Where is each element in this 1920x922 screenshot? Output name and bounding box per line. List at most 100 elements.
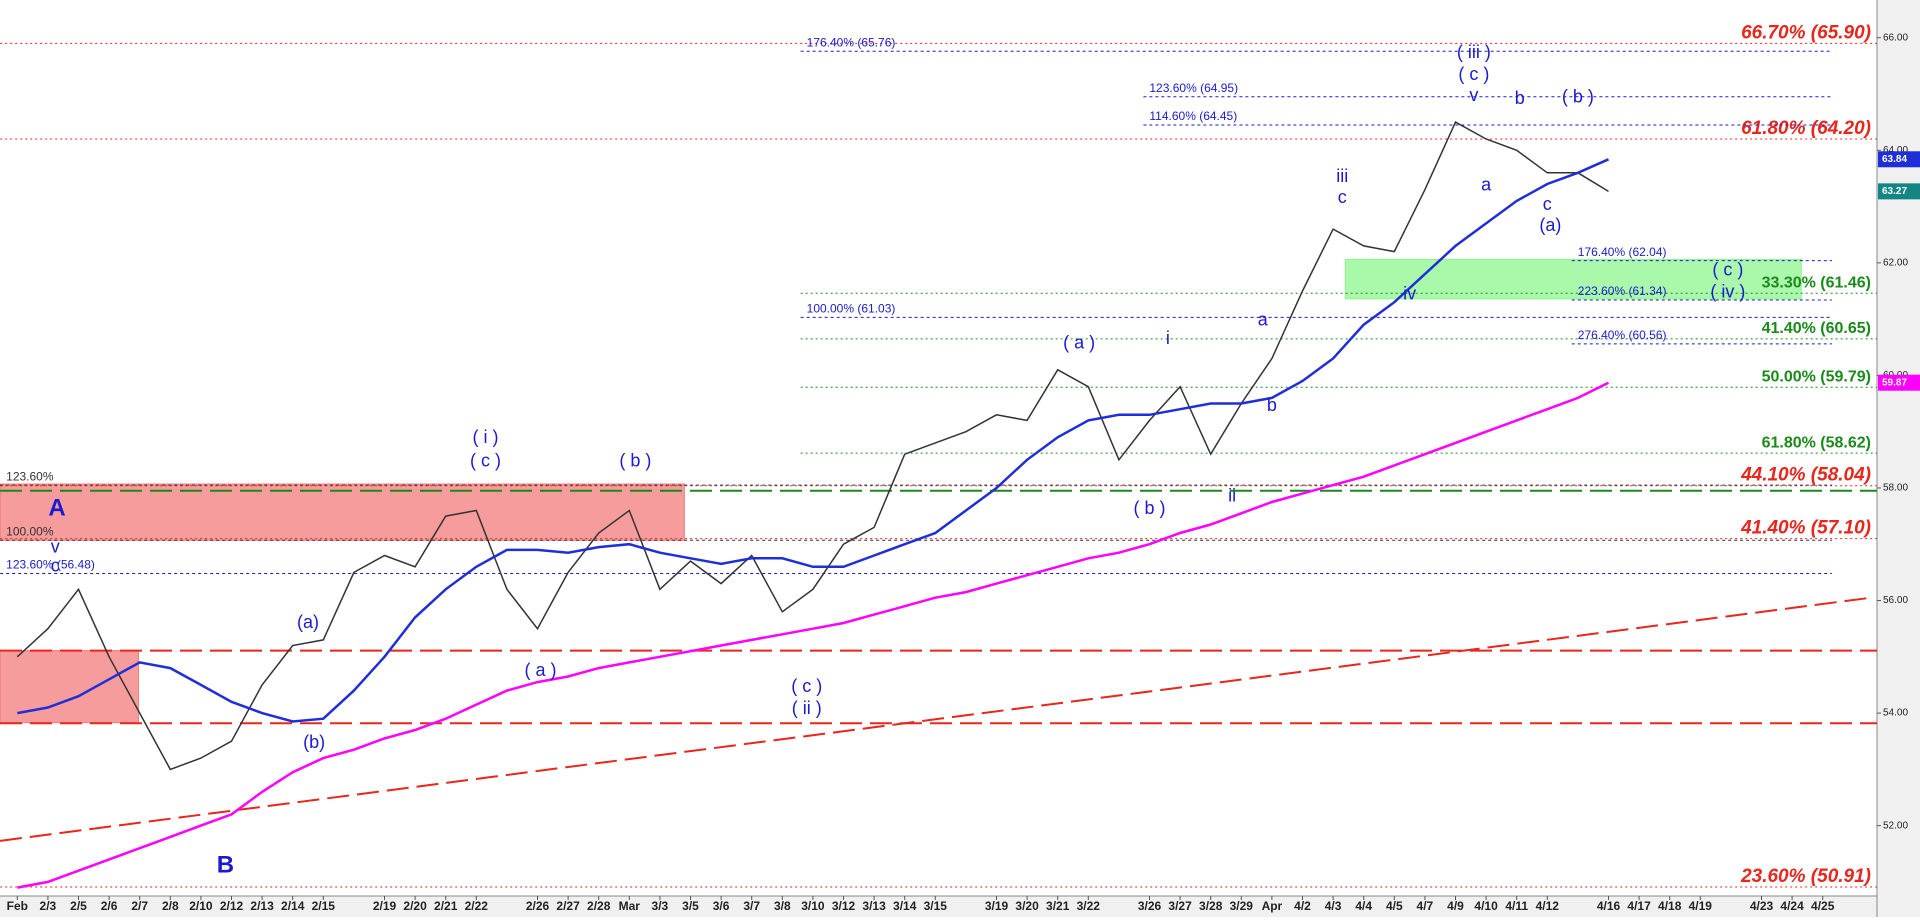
series-line [17, 158, 1610, 723]
x-tick-label: 4/16 [1597, 899, 1621, 913]
x-axis-panel [0, 896, 1877, 917]
x-tick-label: 2/13 [250, 899, 274, 913]
plot-area [0, 0, 1877, 896]
level-label: 41.40% (60.65) [1762, 320, 1871, 337]
level-label: 66.70% (65.90) [1741, 22, 1871, 43]
x-tick-label: Apr [1262, 899, 1283, 913]
x-tick-label: 4/23 [1750, 899, 1774, 913]
x-tick-label: 2/26 [526, 899, 550, 913]
wave-label: ( iv ) [1710, 281, 1745, 301]
wave-label: ( a ) [525, 660, 557, 680]
x-tick-label: 3/7 [743, 899, 760, 913]
wave-label: c [1543, 194, 1552, 214]
y-tick-label: 66.00 [1883, 32, 1908, 43]
x-tick-label: 2/5 [70, 899, 87, 913]
x-tick-label: 4/24 [1780, 899, 1804, 913]
y-tick-label: 56.00 [1883, 595, 1908, 606]
wave-label: ( ii ) [792, 698, 822, 718]
x-tick-label: 3/19 [985, 899, 1009, 913]
wave-label: a [1258, 310, 1269, 330]
series-line [16, 121, 1609, 771]
level-label: 100.00% [6, 524, 54, 538]
wave-label: ( c ) [1712, 259, 1743, 279]
wave-label: ( a ) [1063, 333, 1095, 353]
x-tick-label: 2/27 [556, 899, 580, 913]
level-label: 61.80% (58.62) [1762, 434, 1871, 451]
wave-label: b [1515, 88, 1525, 108]
x-tick-label: 4/12 [1536, 899, 1560, 913]
wave-label: ii [1228, 486, 1236, 506]
level-label: 44.10% (58.04) [1740, 465, 1871, 486]
price-tag-label: 63.84 [1882, 154, 1907, 165]
wave-label: a [1481, 174, 1492, 194]
wave-label: iv [1403, 284, 1416, 304]
x-tick-label: 4/9 [1447, 899, 1464, 913]
wave-label: ( c ) [1458, 64, 1489, 84]
x-tick-label: 3/20 [1015, 899, 1039, 913]
x-tick-label: 2/21 [434, 899, 458, 913]
wave-label: v [1469, 85, 1478, 105]
x-tick-label: 2/19 [373, 899, 397, 913]
wave-label: b [1267, 395, 1277, 415]
x-tick-label: 3/29 [1230, 899, 1254, 913]
level-label: 176.40% (65.76) [807, 35, 896, 49]
x-tick-label: 3/22 [1077, 899, 1101, 913]
level-label: 33.30% (61.46) [1762, 274, 1871, 291]
x-tick-label: 4/7 [1417, 899, 1434, 913]
level-label: 123.60% [6, 469, 54, 483]
wave-label: (b) [303, 732, 325, 752]
wave-label: ( iii ) [1457, 42, 1491, 62]
wave-label: ( b ) [1562, 87, 1594, 107]
x-tick-label: 2/12 [220, 899, 244, 913]
x-tick-label: 3/28 [1199, 899, 1223, 913]
series-line [17, 381, 1610, 889]
trend-line [0, 596, 1872, 842]
x-tick-label: 3/5 [682, 899, 699, 913]
y-tick-label: 64.00 [1883, 145, 1908, 156]
x-tick-label: 3/13 [862, 899, 886, 913]
x-tick-label: 3/3 [652, 899, 669, 913]
wave-label: A [48, 495, 65, 522]
price-tag-label: 63.27 [1882, 186, 1907, 197]
level-label: 61.80% (64.20) [1741, 118, 1871, 139]
level-label: 114.60% (64.45) [1149, 109, 1237, 123]
x-tick-label: 2/3 [40, 899, 57, 913]
level-label: 176.40% (62.04) [1578, 245, 1667, 259]
wave-label: ( b ) [619, 450, 651, 470]
price-tag [1878, 151, 1920, 168]
x-tick-label: 2/10 [189, 899, 213, 913]
level-label: 23.60% (50.91) [1740, 866, 1871, 887]
level-label: 223.60% (61.34) [1578, 284, 1667, 298]
zone [1344, 258, 1802, 300]
wave-label: ( c ) [470, 450, 501, 470]
price-tag [1878, 183, 1920, 200]
x-tick-label: 2/28 [587, 899, 611, 913]
x-tick-label: 2/6 [101, 899, 118, 913]
y-tick-label: 54.00 [1883, 708, 1908, 719]
level-label: 100.00% (61.03) [807, 302, 896, 316]
x-tick-label: 2/20 [403, 899, 427, 913]
x-tick-label: 3/6 [713, 899, 730, 913]
x-tick-label: 2/22 [465, 899, 489, 913]
wave-label: (a) [1539, 215, 1561, 235]
level-label: 123.60% (64.95) [1149, 81, 1238, 95]
wave-label: B [217, 852, 234, 879]
y-tick-label: 52.00 [1883, 820, 1908, 831]
x-tick-label: 3/12 [832, 899, 856, 913]
x-tick-label: 2/7 [131, 899, 148, 913]
x-tick-label: 3/14 [893, 899, 917, 913]
zone [0, 650, 139, 724]
x-tick-label: 4/10 [1474, 899, 1498, 913]
x-tick-label: 4/5 [1386, 899, 1403, 913]
wave-label: c [51, 556, 60, 576]
x-tick-label: 4/25 [1811, 899, 1835, 913]
x-tick-label: 2/8 [162, 899, 179, 913]
x-tick-label: 3/8 [774, 899, 791, 913]
wave-label: ( b ) [1133, 498, 1165, 518]
x-tick-label: 3/26 [1138, 899, 1162, 913]
x-tick-label: 4/2 [1294, 899, 1311, 913]
wave-label: ( c ) [791, 676, 822, 696]
x-tick-label: Mar [619, 899, 641, 913]
level-label: 41.40% (57.10) [1740, 518, 1871, 539]
